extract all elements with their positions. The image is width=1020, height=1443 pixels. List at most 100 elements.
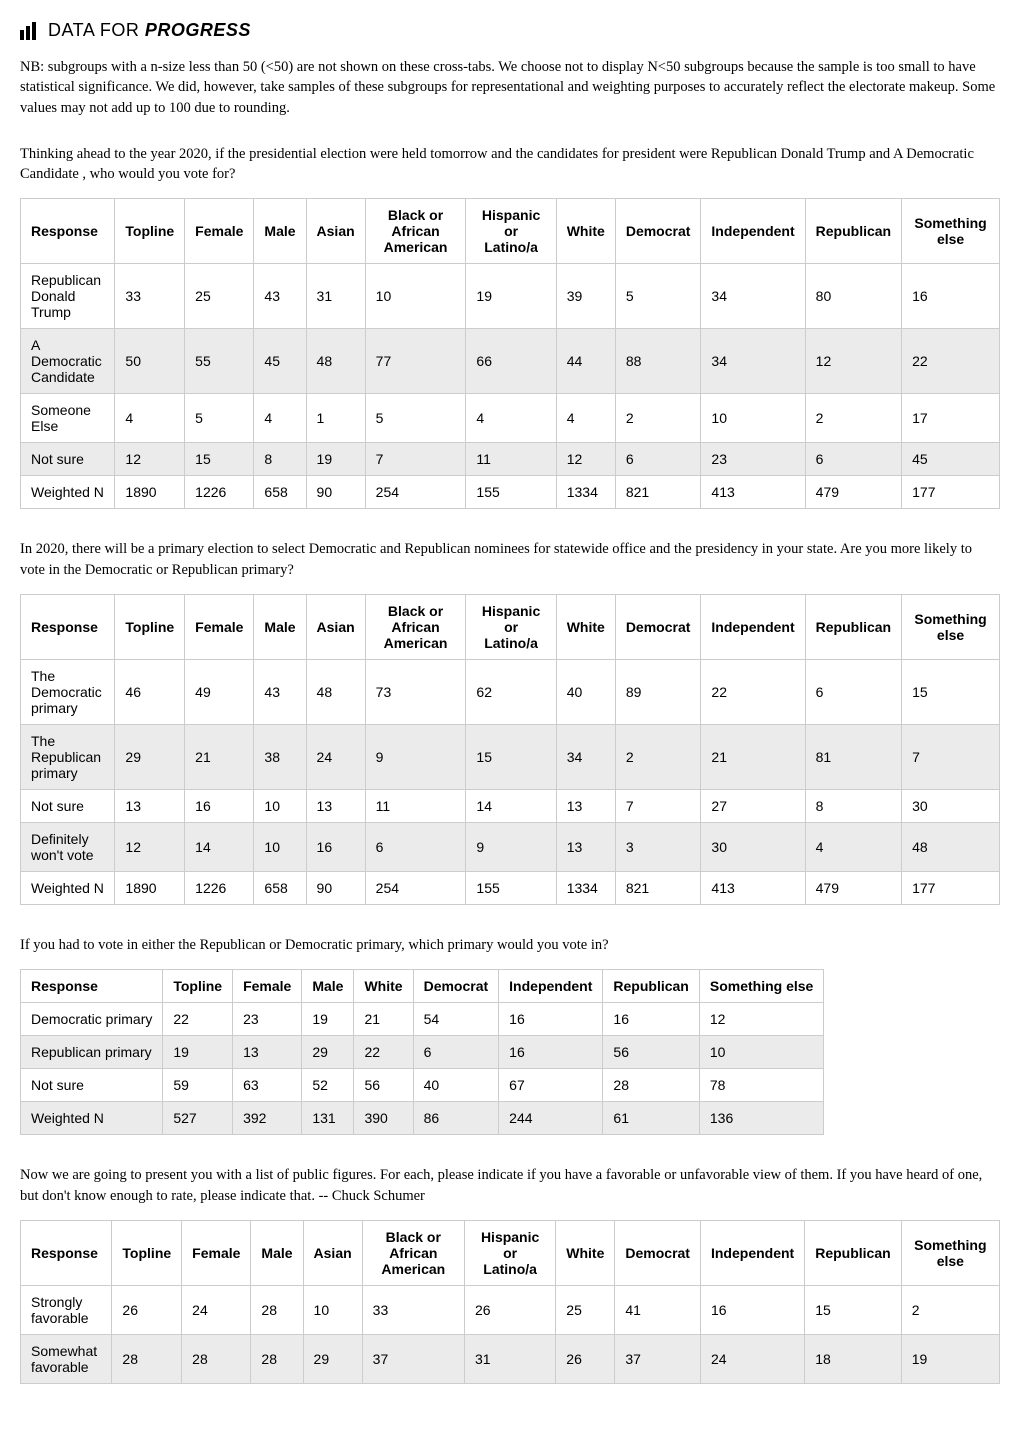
column-header: Independent [499, 970, 603, 1003]
row-label: Weighted N [21, 476, 115, 509]
data-cell: 56 [603, 1036, 699, 1069]
data-cell: 7 [615, 790, 701, 823]
data-cell: 5 [365, 394, 466, 443]
data-cell: 12 [115, 823, 185, 872]
data-cell: 33 [115, 264, 185, 329]
data-cell: 1226 [185, 872, 254, 905]
data-cell: 1334 [556, 476, 615, 509]
data-cell: 12 [699, 1003, 823, 1036]
table-row: Democratic primary2223192154161612 [21, 1003, 824, 1036]
column-header: Democrat [615, 1220, 701, 1285]
data-cell: 33 [362, 1285, 464, 1334]
column-header: Independent [701, 595, 805, 660]
data-cell: 24 [182, 1285, 251, 1334]
column-header: Response [21, 199, 115, 264]
data-cell: 2 [615, 394, 701, 443]
data-cell: 25 [185, 264, 254, 329]
brand-text: DATA FOR PROGRESS [48, 20, 251, 41]
data-cell: 18 [805, 1334, 901, 1383]
data-cell: 88 [615, 329, 701, 394]
row-label: Weighted N [21, 1102, 163, 1135]
data-cell: 9 [365, 725, 466, 790]
column-header: Female [185, 199, 254, 264]
data-cell: 3 [615, 823, 701, 872]
data-cell: 413 [701, 476, 805, 509]
table-q2: ResponseToplineFemaleMaleAsianBlack or A… [20, 594, 1000, 905]
data-cell: 22 [354, 1036, 413, 1069]
table-header-row: ResponseToplineFemaleMaleWhiteDemocratIn… [21, 970, 824, 1003]
data-cell: 38 [254, 725, 306, 790]
data-cell: 14 [185, 823, 254, 872]
column-header: Black or African American [365, 199, 466, 264]
table-row: Republican primary191329226165610 [21, 1036, 824, 1069]
row-label: Strongly favorable [21, 1285, 112, 1334]
data-cell: 413 [701, 872, 805, 905]
data-cell: 392 [233, 1102, 302, 1135]
question-2-text: In 2020, there will be a primary electio… [20, 539, 1000, 580]
column-header: Female [233, 970, 302, 1003]
column-header: Independent [700, 1220, 804, 1285]
data-cell: 27 [701, 790, 805, 823]
data-cell: 658 [254, 872, 306, 905]
data-cell: 10 [254, 790, 306, 823]
data-cell: 15 [466, 725, 556, 790]
data-cell: 22 [701, 660, 805, 725]
data-cell: 155 [466, 476, 556, 509]
data-cell: 63 [233, 1069, 302, 1102]
data-cell: 10 [365, 264, 466, 329]
data-cell: 2 [901, 1285, 999, 1334]
data-cell: 37 [615, 1334, 701, 1383]
table-row: The Democratic primary464943487362408922… [21, 660, 1000, 725]
data-cell: 8 [805, 790, 901, 823]
data-cell: 10 [303, 1285, 362, 1334]
data-cell: 80 [805, 264, 901, 329]
data-cell: 56 [354, 1069, 413, 1102]
data-cell: 13 [556, 823, 615, 872]
column-header: Response [21, 1220, 112, 1285]
column-header: Black or African American [365, 595, 466, 660]
data-cell: 10 [254, 823, 306, 872]
data-cell: 479 [805, 872, 901, 905]
data-cell: 26 [112, 1285, 182, 1334]
data-cell: 5 [615, 264, 701, 329]
data-cell: 29 [302, 1036, 354, 1069]
column-header: Republican [805, 1220, 901, 1285]
data-cell: 26 [556, 1334, 615, 1383]
table-header-row: ResponseToplineFemaleMaleAsianBlack or A… [21, 595, 1000, 660]
data-cell: 34 [701, 329, 805, 394]
data-cell: 17 [902, 394, 1000, 443]
row-label: Not sure [21, 1069, 163, 1102]
column-header: Female [182, 1220, 251, 1285]
data-cell: 13 [115, 790, 185, 823]
question-4-text: Now we are going to present you with a l… [20, 1165, 1000, 1206]
data-cell: 4 [466, 394, 556, 443]
data-cell: 73 [365, 660, 466, 725]
data-cell: 46 [115, 660, 185, 725]
column-header: Something else [901, 1220, 999, 1285]
data-cell: 19 [302, 1003, 354, 1036]
data-cell: 4 [115, 394, 185, 443]
data-cell: 10 [699, 1036, 823, 1069]
data-cell: 48 [902, 823, 1000, 872]
data-cell: 15 [805, 1285, 901, 1334]
data-cell: 31 [464, 1334, 555, 1383]
column-header: Male [302, 970, 354, 1003]
data-cell: 177 [902, 476, 1000, 509]
column-header: Republican [805, 199, 901, 264]
column-header: Male [254, 199, 306, 264]
data-cell: 28 [112, 1334, 182, 1383]
column-header: Asian [306, 199, 365, 264]
data-cell: 55 [185, 329, 254, 394]
table-row: Not sure13161013111413727830 [21, 790, 1000, 823]
row-label: A Democratic Candidate [21, 329, 115, 394]
data-cell: 26 [464, 1285, 555, 1334]
column-header: Topline [115, 595, 185, 660]
data-cell: 1890 [115, 872, 185, 905]
column-header: Hispanic or Latino/a [466, 199, 556, 264]
table-q3: ResponseToplineFemaleMaleWhiteDemocratIn… [20, 969, 824, 1135]
data-cell: 30 [902, 790, 1000, 823]
data-cell: 34 [701, 264, 805, 329]
data-cell: 8 [254, 443, 306, 476]
data-cell: 16 [902, 264, 1000, 329]
data-cell: 30 [701, 823, 805, 872]
